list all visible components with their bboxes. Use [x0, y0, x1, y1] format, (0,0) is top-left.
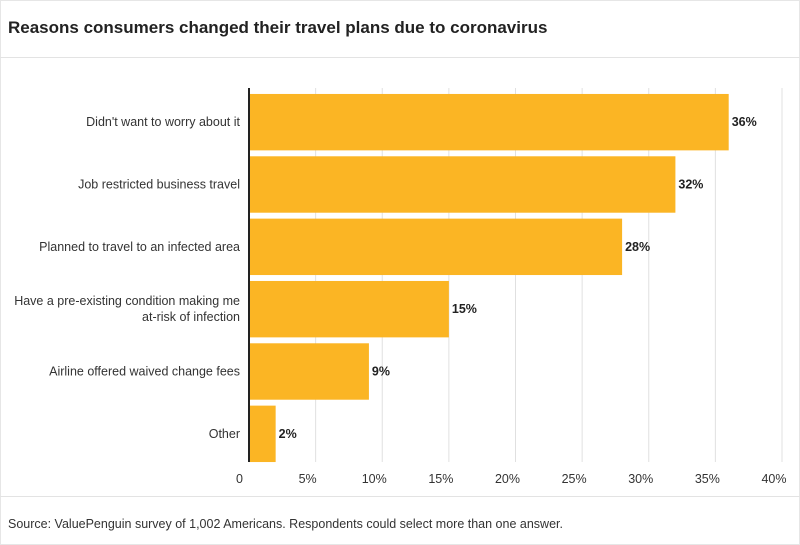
footer-bar: Source: ValuePenguin survey of 1,002 Ame…: [0, 496, 800, 545]
bar: [249, 156, 676, 213]
bar: [249, 93, 729, 151]
category-label: Job restricted business travel: [78, 178, 240, 192]
category-label: Airline offered waived change fees: [49, 365, 240, 379]
data-label: 28%: [625, 240, 650, 254]
category-label: Planned to travel to an infected area: [39, 240, 240, 254]
data-label: 15%: [452, 302, 477, 316]
data-label: 32%: [678, 178, 703, 192]
data-label: 2%: [279, 427, 297, 441]
x-tick-label: 10%: [362, 472, 387, 486]
x-tick-label: 5%: [299, 472, 317, 486]
x-tick-label: 20%: [495, 472, 520, 486]
category-label: Other: [209, 427, 240, 441]
bar: [249, 343, 369, 400]
data-label: 9%: [372, 365, 390, 379]
x-tick-label: 35%: [695, 472, 720, 486]
bar: [249, 280, 449, 338]
title-bar: Reasons consumers changed their travel p…: [0, 0, 800, 58]
x-tick-label: 25%: [562, 472, 587, 486]
x-tick-label: 0: [236, 472, 243, 486]
category-label: Have a pre-existing condition making me: [14, 294, 240, 308]
bar: [249, 218, 623, 276]
chart-title: Reasons consumers changed their travel p…: [8, 18, 548, 37]
category-label: Didn't want to worry about it: [86, 115, 240, 129]
x-tick-label: 40%: [761, 472, 786, 486]
source-note: Source: ValuePenguin survey of 1,002 Ame…: [8, 517, 563, 531]
bar: [249, 405, 276, 463]
x-tick-label: 15%: [428, 472, 453, 486]
category-label: at-risk of infection: [142, 310, 240, 324]
data-label: 36%: [732, 115, 757, 129]
x-tick-label: 30%: [628, 472, 653, 486]
